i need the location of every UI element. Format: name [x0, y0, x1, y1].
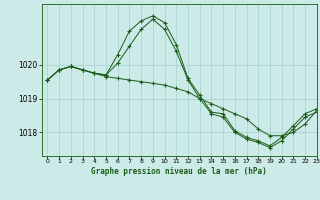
X-axis label: Graphe pression niveau de la mer (hPa): Graphe pression niveau de la mer (hPa) [91, 167, 267, 176]
